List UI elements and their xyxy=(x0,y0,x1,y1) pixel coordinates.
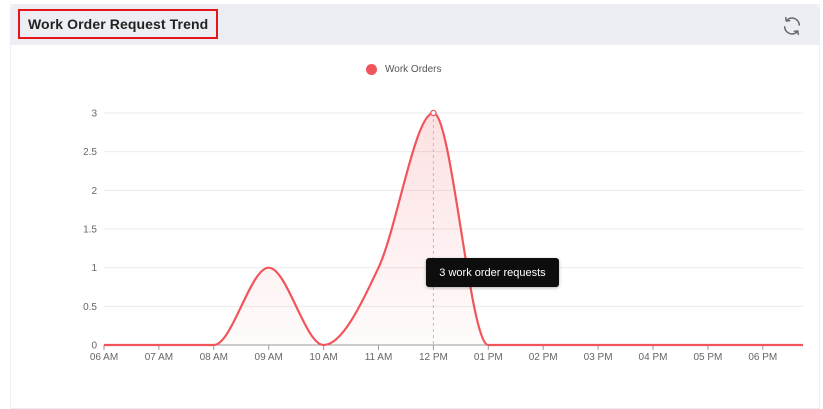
highlighted-point xyxy=(430,109,437,117)
y-tick-label: 1.5 xyxy=(83,225,97,236)
x-tick-label: 09 AM xyxy=(255,352,283,363)
card-title: Work Order Request Trend xyxy=(28,16,209,32)
x-tick-label: 11 AM xyxy=(365,352,393,363)
card-header: Work Order Request Trend xyxy=(11,5,819,45)
series-area xyxy=(104,113,803,345)
x-tick-label: 12 PM xyxy=(419,352,448,363)
refresh-icon[interactable] xyxy=(781,15,803,37)
y-tick-label: 2.5 xyxy=(83,147,97,158)
x-tick-label: 10 AM xyxy=(309,352,337,363)
title-highlight: Work Order Request Trend xyxy=(18,9,219,39)
legend-dot xyxy=(366,64,377,75)
chart-legend[interactable]: Work Orders xyxy=(366,64,442,75)
x-tick-label: 07 AM xyxy=(145,352,173,363)
x-tick-label: 06 PM xyxy=(748,352,777,363)
tooltip-text: 3 work order requests xyxy=(439,266,546,279)
x-tick-label: 03 PM xyxy=(584,352,613,363)
x-tick-label: 02 PM xyxy=(529,352,558,363)
series-line xyxy=(103,111,803,347)
x-tick-label: 01 PM xyxy=(474,352,503,363)
y-tick-label: 2 xyxy=(91,186,97,197)
x-tick-label: 06 AM xyxy=(90,352,118,363)
y-tick-label: 0.5 xyxy=(83,302,97,313)
y-tick-label: 1 xyxy=(91,263,97,274)
y-tick-label: 0 xyxy=(91,341,97,352)
x-tick-label: 08 AM xyxy=(200,352,228,363)
x-tick-label: 04 PM xyxy=(639,352,668,363)
y-tick-label: 3 xyxy=(91,109,97,120)
chart-tooltip: 3 work order requests xyxy=(426,258,559,287)
x-tick-label: 05 PM xyxy=(693,352,722,363)
legend-label: Work Orders xyxy=(385,64,442,75)
